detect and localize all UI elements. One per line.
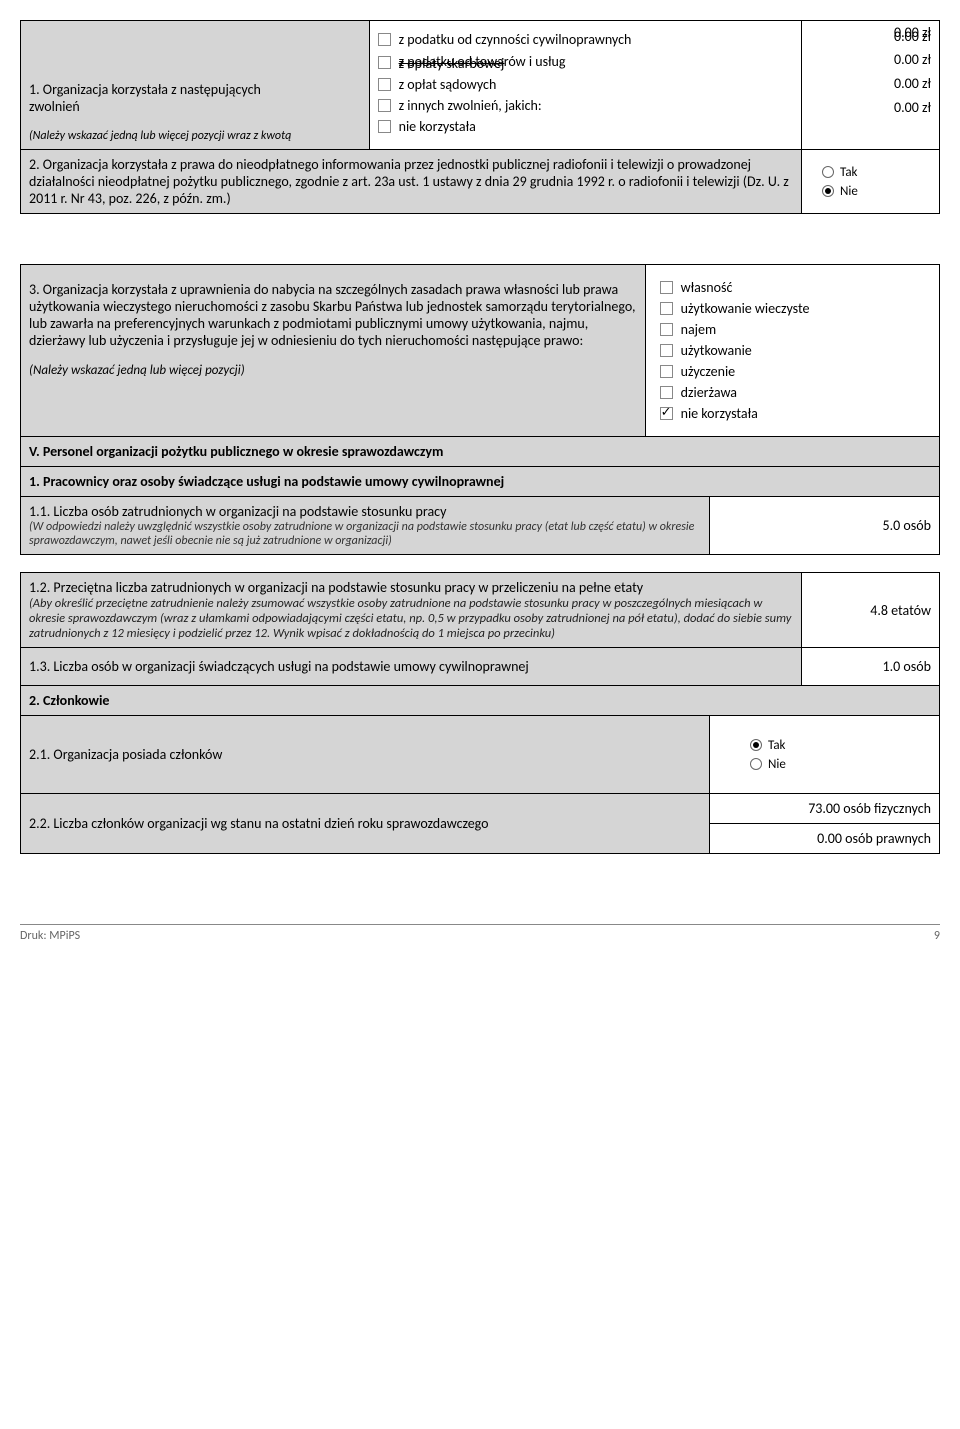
row-1-3: 1.3. Liczba osób w organizacji świadcząc… bbox=[20, 647, 940, 686]
opt-uzyczenie: użyczenie bbox=[660, 363, 925, 380]
opt-nie-korzystala: nie korzystała bbox=[378, 118, 793, 135]
row-2-2-v2: 0.00 osób prawnych bbox=[710, 823, 940, 854]
opt-wlasnosc: własność bbox=[660, 279, 925, 296]
checkbox-icon[interactable] bbox=[660, 281, 673, 294]
radio-icon bbox=[822, 166, 834, 178]
opt-dzierzawa: dzierżawa bbox=[660, 384, 925, 401]
val-2: 0.00 zł bbox=[810, 51, 931, 71]
row-1-2: 1.2. Przeciętna liczba zatrudnionych w o… bbox=[20, 572, 940, 648]
row-1-1-title-cell: 1.1. Liczba osób zatrudnionych w organiz… bbox=[20, 496, 710, 555]
checkbox-icon[interactable] bbox=[378, 33, 391, 46]
opt-label: nie korzystała bbox=[399, 118, 476, 135]
opt-label: własność bbox=[681, 279, 733, 296]
opt-label: z opłat sądowych bbox=[399, 76, 497, 93]
radio-nie[interactable]: Nie bbox=[750, 757, 931, 772]
checkbox-icon[interactable] bbox=[660, 302, 673, 315]
checkbox-icon[interactable] bbox=[378, 78, 391, 91]
section1-row: 1. Organizacja korzystała z następującyc… bbox=[20, 20, 940, 150]
opt-label: z innych zwolnień, jakich: bbox=[399, 97, 542, 114]
opt-label: nie korzystała bbox=[681, 405, 758, 422]
footer-left: Druk: MPiPS bbox=[20, 929, 80, 943]
radio-label: Nie bbox=[840, 184, 858, 199]
row-1-1-note: (W odpowiedzi należy uwzględnić wszystki… bbox=[29, 520, 701, 548]
opt-uzytkowanie-wieczyste: użytkowanie wieczyste bbox=[660, 300, 925, 317]
row-1-3-value: 1.0 osób bbox=[802, 647, 940, 686]
checkbox-icon[interactable] bbox=[378, 99, 391, 112]
radio-label: Tak bbox=[768, 738, 785, 753]
radio-label: Nie bbox=[768, 757, 786, 772]
footer-right: 9 bbox=[934, 929, 940, 943]
row-2-2-values: 73.00 osób fizycznych 0.00 osób prawnych bbox=[710, 793, 940, 854]
checkbox-icon[interactable] bbox=[660, 386, 673, 399]
section1-left: 1. Organizacja korzystała z następującyc… bbox=[20, 20, 370, 150]
checkbox-icon[interactable] bbox=[660, 344, 673, 357]
val-1: 0.00 zł 0.00 zł bbox=[810, 27, 931, 47]
row-1-2-note: (Aby określić przeciętne zatrudnienie na… bbox=[29, 596, 793, 641]
checkbox-icon[interactable] bbox=[660, 365, 673, 378]
radio-icon bbox=[750, 739, 762, 751]
radio-nie[interactable]: Nie bbox=[822, 184, 931, 199]
opt-label: najem bbox=[681, 321, 717, 338]
checkbox-icon[interactable] bbox=[660, 407, 673, 420]
section3-note: (Należy wskazać jedną lub więcej pozycji… bbox=[29, 363, 637, 378]
row-1-2-value: 4.8 etatów bbox=[802, 572, 940, 648]
row-1-2-title: 1.2. Przeciętna liczba zatrudnionych w o… bbox=[29, 579, 793, 596]
checkbox-icon[interactable] bbox=[660, 323, 673, 336]
checkbox-icon[interactable] bbox=[378, 120, 391, 133]
opt-label: użytkowanie bbox=[681, 342, 752, 359]
opt-label: dzierżawa bbox=[681, 384, 737, 401]
section2-text-cell: 2. Organizacja korzystała z prawa do nie… bbox=[20, 149, 802, 214]
opt-sadowych: z opłat sądowych bbox=[378, 76, 793, 93]
row-2-2-v1: 73.00 osób fizycznych bbox=[710, 793, 940, 823]
section2-row: 2. Organizacja korzystała z prawa do nie… bbox=[20, 149, 940, 214]
row-1-1-value: 5.0 osób bbox=[710, 496, 940, 555]
radio-icon bbox=[750, 758, 762, 770]
row-2-1-radio-cell: Tak Nie bbox=[710, 715, 940, 794]
opt-towarow-skarbowej: z podatku od towarów i usług z opłaty sk… bbox=[378, 52, 793, 72]
section3-options: własność użytkowanie wieczyste najem uży… bbox=[646, 264, 940, 437]
section1-options: z podatku od czynności cywilnoprawnych z… bbox=[370, 20, 802, 150]
section1-note: (Należy wskazać jedną lub więcej pozycji… bbox=[29, 129, 361, 143]
row-2-1-title: 2.1. Organizacja posiada członków bbox=[20, 715, 710, 794]
radio-label: Tak bbox=[840, 165, 857, 180]
section1-values: 0.00 zł 0.00 zł 0.00 zł 0.00 zł 0.00 zł bbox=[802, 20, 940, 150]
row-2-2: 2.2. Liczba członków organizacji wg stan… bbox=[20, 793, 940, 854]
section-1-header: 1. Pracownicy oraz osoby świadczące usłu… bbox=[20, 466, 940, 497]
row-2-1: 2.1. Organizacja posiada członków Tak Ni… bbox=[20, 715, 940, 794]
section1-title: 1. Organizacja korzystała z następującyc… bbox=[29, 81, 361, 115]
section2-radio-cell: Tak Nie bbox=[802, 149, 940, 214]
opt-czynnosci: z podatku od czynności cywilnoprawnych bbox=[378, 31, 793, 48]
row-1-2-title-cell: 1.2. Przeciętna liczba zatrudnionych w o… bbox=[20, 572, 802, 648]
opt-label: użyczenie bbox=[681, 363, 736, 380]
val-4: 0.00 zł bbox=[810, 99, 931, 119]
checkbox-icon[interactable] bbox=[378, 56, 391, 69]
section2-text: 2. Organizacja korzystała z prawa do nie… bbox=[29, 156, 789, 207]
val-3: 0.00 zł bbox=[810, 75, 931, 95]
section-2-header: 2. Członkowie bbox=[20, 685, 940, 716]
row-2-2-title: 2.2. Liczba członków organizacji wg stan… bbox=[20, 793, 710, 854]
section3-text: 3. Organizacja korzystała z uprawnienia … bbox=[29, 281, 637, 349]
section3-left: 3. Organizacja korzystała z uprawnienia … bbox=[20, 264, 646, 437]
radio-tak[interactable]: Tak bbox=[750, 738, 931, 753]
opt-label: użytkowanie wieczyste bbox=[681, 300, 810, 317]
opt-label-b: z opłaty skarbowej bbox=[399, 57, 505, 71]
row-1-3-title: 1.3. Liczba osób w organizacji świadcząc… bbox=[20, 647, 802, 686]
opt-najem: najem bbox=[660, 321, 925, 338]
opt-label: z podatku od czynności cywilnoprawnych bbox=[399, 31, 632, 48]
opt-innych: z innych zwolnień, jakich: bbox=[378, 97, 793, 114]
page-footer: Druk: MPiPS 9 bbox=[20, 924, 940, 943]
row-1-1-title: 1.1. Liczba osób zatrudnionych w organiz… bbox=[29, 503, 701, 520]
section3-row: 3. Organizacja korzystała z uprawnienia … bbox=[20, 264, 940, 437]
opt-nie-korzystala: nie korzystała bbox=[660, 405, 925, 422]
radio-icon bbox=[822, 185, 834, 197]
section-v-header: V. Personel organizacji pożytku publiczn… bbox=[20, 436, 940, 467]
row-1-1: 1.1. Liczba osób zatrudnionych w organiz… bbox=[20, 496, 940, 555]
radio-tak[interactable]: Tak bbox=[822, 165, 931, 180]
opt-uzytkowanie: użytkowanie bbox=[660, 342, 925, 359]
